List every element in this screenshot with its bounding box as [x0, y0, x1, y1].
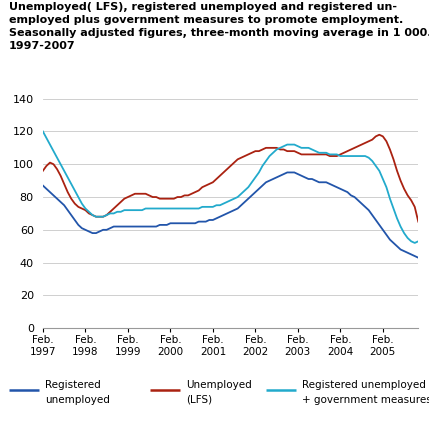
Text: (LFS): (LFS) [187, 395, 213, 405]
Text: Registered unemployed: Registered unemployed [302, 380, 426, 390]
Text: Registered: Registered [45, 380, 101, 390]
Text: unemployed: unemployed [45, 395, 110, 405]
Text: Unemployed: Unemployed [187, 380, 252, 390]
Text: Unemployed( LFS), registered unemployed and registered un-
employed plus governm: Unemployed( LFS), registered unemployed … [9, 2, 429, 51]
Text: + government measures: + government measures [302, 395, 429, 405]
